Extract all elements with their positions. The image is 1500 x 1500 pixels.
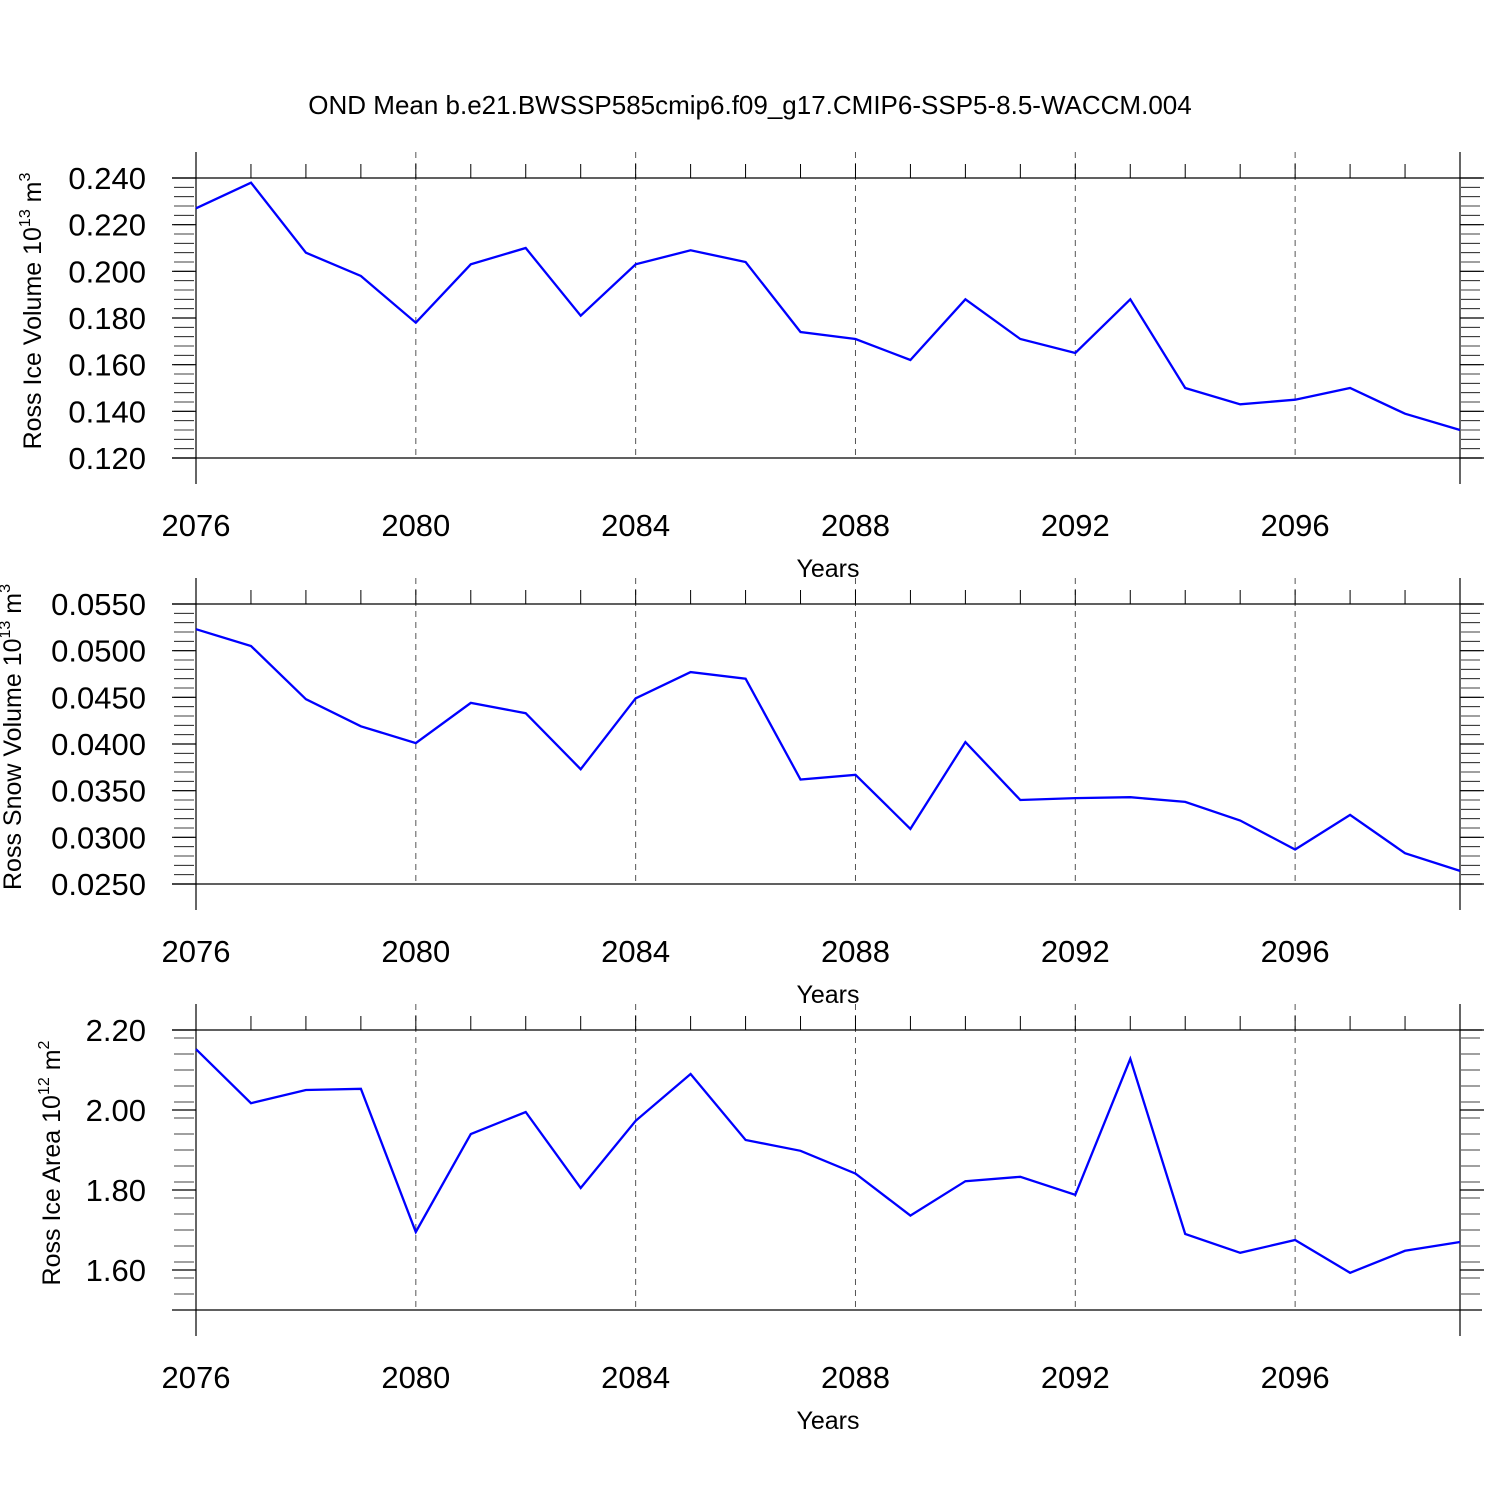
x-tick-label: 2096: [1261, 934, 1330, 969]
y-axis-title: Ross Ice Volume 1013 m3: [17, 172, 47, 449]
figure-title: OND Mean b.e21.BWSSP585cmip6.f09_g17.CMI…: [308, 90, 1191, 120]
x-tick-label: 2092: [1041, 1360, 1110, 1395]
x-tick-label: 2092: [1041, 934, 1110, 969]
x-tick-label: 2084: [601, 1360, 670, 1395]
x-tick-label: 2088: [821, 508, 890, 543]
x-tick-label: 2076: [162, 508, 231, 543]
x-tick-label: 2096: [1261, 1360, 1330, 1395]
y-tick-label: 2.20: [86, 1013, 146, 1048]
y-tick-label: 0.240: [68, 161, 146, 196]
x-tick-label: 2080: [381, 1360, 450, 1395]
y-tick-label: 0.160: [68, 348, 146, 383]
x-axis-title: Years: [796, 555, 859, 583]
y-tick-label: 1.80: [86, 1173, 146, 1208]
y-tick-label: 0.0450: [51, 680, 146, 715]
x-tick-label: 2092: [1041, 508, 1110, 543]
panel-3: 1.60 1.80 2.00 2.20 2076 2080 2084 2088 2092 2096…: [36, 1004, 1484, 1435]
y-tick-label: 0.0300: [51, 820, 146, 855]
x-axis-title: Years: [796, 981, 859, 1009]
x-tick-label: 2080: [381, 508, 450, 543]
x-tick-label: 2084: [601, 508, 670, 543]
x-axis-title: Years: [796, 1407, 859, 1435]
y-tick-label: 0.140: [68, 394, 146, 429]
y-tick-label: 0.0550: [51, 587, 146, 622]
y-tick-label: 0.0350: [51, 774, 146, 809]
y-tick-label: 0.200: [68, 254, 146, 289]
x-tick-label: 2088: [821, 1360, 890, 1395]
x-tick-label: 2088: [821, 934, 890, 969]
y-tick-label: 0.0500: [51, 634, 146, 669]
x-tick-label: 2076: [162, 1360, 231, 1395]
series-line-3: [195, 1048, 1461, 1275]
y-tick-label: 0.120: [68, 441, 146, 476]
series-line-2: [195, 628, 1461, 872]
y-axis-title: Ross Snow Volume 1013 m3: [0, 584, 27, 890]
series-line-1: [195, 181, 1461, 432]
y-tick-label: 0.220: [68, 208, 146, 243]
x-tick-label: 2076: [162, 934, 231, 969]
x-tick-label: 2080: [381, 934, 450, 969]
y-tick-label: 2.00: [86, 1093, 146, 1128]
panel-1: 0.120 0.140 0.160 0.180 0.200 0.220 0.240 2076 2…: [17, 152, 1484, 583]
panel-2: 0.0250 0.0300 0.0350 0.0400 0.0450 0.0500 0.05…: [0, 578, 1484, 1009]
y-tick-label: 0.0400: [51, 727, 146, 762]
y-axis-title: Ross Ice Area 1012 m2: [36, 1040, 66, 1285]
y-tick-label: 0.0250: [51, 867, 146, 902]
y-tick-label: 1.60: [86, 1253, 146, 1288]
x-tick-label: 2084: [601, 934, 670, 969]
plot-frame: [172, 152, 1482, 484]
x-tick-label: 2096: [1261, 508, 1330, 543]
plot-frame: [172, 1004, 1482, 1336]
plot-frame: [172, 578, 1482, 910]
y-tick-label: 0.180: [68, 301, 146, 336]
